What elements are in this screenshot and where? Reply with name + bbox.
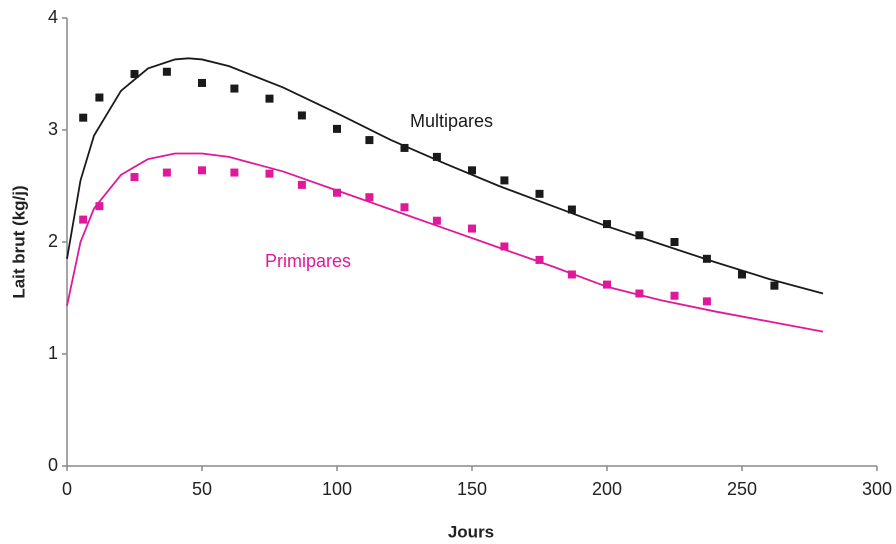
y-tick-label: 2 (48, 231, 58, 251)
point (400, 143, 409, 152)
point (432, 152, 441, 161)
x-tick-label: 100 (322, 479, 352, 499)
point (400, 203, 409, 212)
point (333, 124, 341, 133)
point (130, 70, 139, 78)
x-tick-label: 200 (592, 479, 622, 499)
point (95, 93, 104, 102)
point (535, 189, 544, 198)
point (198, 78, 206, 87)
point (500, 242, 509, 251)
point (500, 176, 509, 185)
point (79, 113, 88, 122)
point (738, 270, 746, 279)
point (702, 254, 711, 263)
y-tick-label: 0 (48, 455, 58, 475)
fit-curve (66, 152, 824, 333)
x-tick-label: 0 (62, 479, 72, 499)
point (230, 168, 239, 177)
point (670, 238, 679, 246)
x-tick-label: 300 (862, 479, 892, 499)
x-tick-label: 50 (192, 479, 212, 499)
point (162, 67, 171, 76)
point (468, 224, 476, 233)
point (635, 231, 644, 240)
point (670, 291, 679, 300)
point (365, 193, 374, 202)
y-tick-label: 4 (48, 7, 58, 27)
series-label: Primipares (265, 251, 351, 271)
point (635, 289, 644, 298)
point (468, 166, 476, 175)
x-tick-label: 250 (727, 479, 757, 499)
point (79, 215, 88, 224)
point (603, 220, 611, 229)
point (333, 188, 341, 197)
point (702, 297, 711, 306)
x-axis-title: Jours (448, 522, 494, 541)
point (770, 281, 779, 290)
point (567, 270, 576, 279)
y-tick-label: 1 (48, 343, 58, 363)
point (95, 202, 104, 211)
point (265, 169, 274, 178)
point (603, 280, 611, 289)
point (432, 216, 441, 225)
point (297, 180, 306, 189)
point (265, 94, 274, 103)
fit-curve (66, 57, 824, 295)
y-tick-label: 3 (48, 119, 58, 139)
x-tick-label: 150 (457, 479, 487, 499)
point (535, 255, 544, 264)
series-label: Multipares (410, 111, 493, 131)
point (198, 166, 206, 175)
point (162, 168, 171, 177)
point (365, 136, 374, 145)
point (297, 111, 306, 120)
point (130, 173, 139, 182)
y-axis-title: Lait brut (kg/j) (9, 185, 28, 298)
point (567, 205, 576, 214)
point (230, 84, 239, 93)
